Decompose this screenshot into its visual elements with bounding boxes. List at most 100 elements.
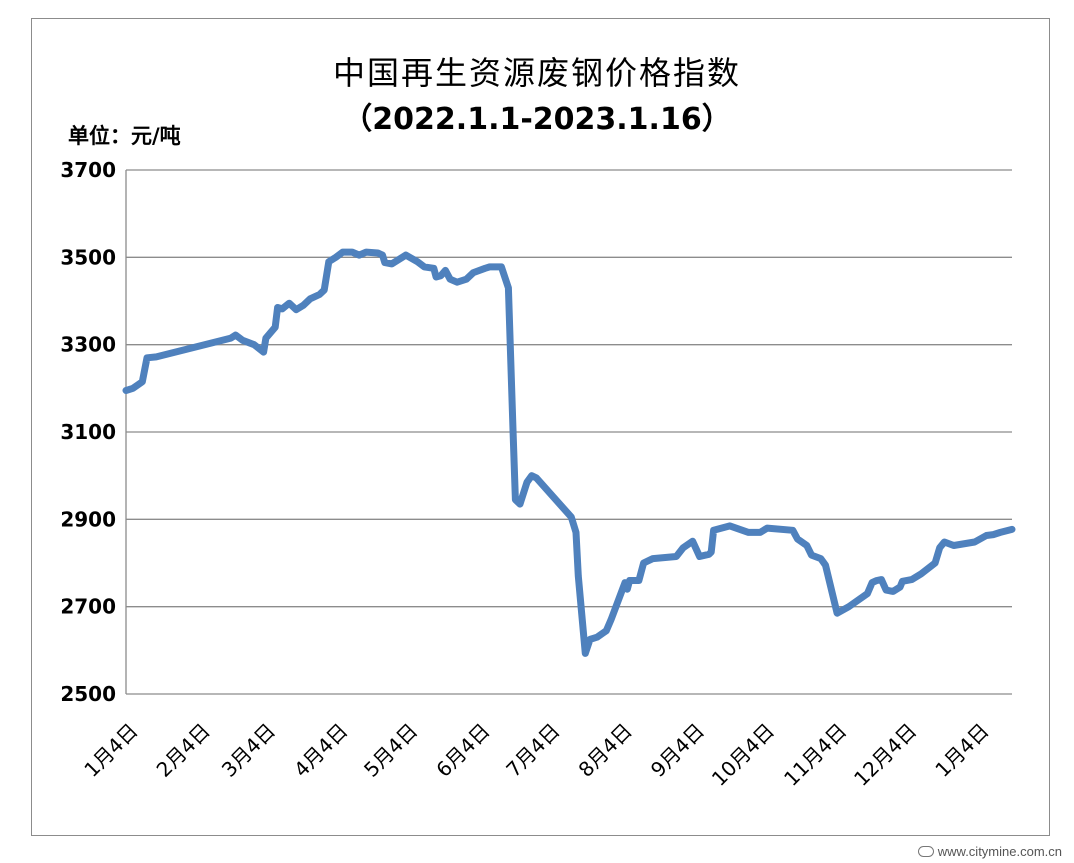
x-tick-label: 12月4日 xyxy=(849,719,921,791)
data-point xyxy=(675,556,677,557)
y-tick-label: 3500 xyxy=(60,245,116,269)
data-point xyxy=(484,267,486,269)
data-point xyxy=(391,263,393,265)
data-point xyxy=(638,580,640,581)
data-point xyxy=(351,251,353,253)
data-point xyxy=(806,545,808,546)
data-point xyxy=(866,593,868,595)
data-point xyxy=(435,276,437,278)
data-point xyxy=(577,575,579,577)
data-point xyxy=(440,275,442,277)
x-tick-label: 8月4日 xyxy=(574,719,637,782)
data-point xyxy=(444,269,446,271)
data-point xyxy=(880,579,882,581)
data-point xyxy=(365,251,367,253)
data-point xyxy=(570,516,572,518)
data-point xyxy=(489,266,491,268)
data-point xyxy=(748,531,749,533)
y-tick-label: 3700 xyxy=(60,158,116,182)
watermark-text: www.citymine.com.cn xyxy=(937,844,1062,859)
data-point xyxy=(605,630,607,632)
data-point xyxy=(901,580,903,582)
x-tick-label: 9月4日 xyxy=(646,719,709,782)
data-point xyxy=(825,564,826,566)
data-point xyxy=(729,525,731,527)
data-point xyxy=(943,541,945,543)
data-point xyxy=(416,261,418,263)
data-point xyxy=(848,606,850,608)
data-point xyxy=(682,547,684,549)
data-point xyxy=(797,538,798,540)
data-point xyxy=(274,326,276,328)
data-point xyxy=(759,531,761,533)
data-point xyxy=(377,252,379,254)
data-point xyxy=(265,337,267,339)
data-point xyxy=(575,531,577,533)
data-point xyxy=(934,562,936,564)
data-point xyxy=(792,529,794,531)
data-point xyxy=(885,589,887,591)
data-point xyxy=(535,477,537,479)
data-point xyxy=(1011,528,1013,530)
data-point xyxy=(992,534,994,536)
data-point xyxy=(710,551,712,553)
data-point xyxy=(596,636,598,638)
data-point xyxy=(766,527,768,529)
data-point xyxy=(456,281,458,283)
data-point xyxy=(132,387,134,389)
x-tick-label: 11月4日 xyxy=(779,719,851,791)
data-point xyxy=(472,272,474,274)
data-point xyxy=(146,357,148,359)
data-point xyxy=(692,540,694,542)
data-point xyxy=(449,278,451,280)
data-point xyxy=(405,254,407,256)
data-point xyxy=(277,307,279,308)
data-point xyxy=(302,304,304,306)
y-tick-label: 3100 xyxy=(60,420,116,444)
data-point xyxy=(465,278,467,280)
data-point xyxy=(629,580,631,581)
data-point xyxy=(519,503,521,505)
data-point xyxy=(155,356,157,358)
data-point xyxy=(899,586,901,588)
data-point xyxy=(295,309,297,311)
data-point xyxy=(384,262,386,264)
x-tick-label: 10月4日 xyxy=(707,719,779,791)
x-tick-label: 2月4日 xyxy=(152,719,215,782)
data-point xyxy=(985,535,987,536)
data-point xyxy=(235,334,237,336)
data-point xyxy=(624,582,626,584)
data-point xyxy=(141,381,143,383)
data-point xyxy=(526,481,528,483)
data-point xyxy=(871,582,873,584)
data-point xyxy=(230,337,232,339)
y-tick-label: 3300 xyxy=(60,333,116,357)
data-point xyxy=(512,429,514,431)
data-point xyxy=(382,254,383,256)
data-point xyxy=(328,261,330,263)
data-point xyxy=(242,339,244,341)
data-point xyxy=(974,541,976,543)
data-point xyxy=(911,579,913,581)
y-tick-label: 2900 xyxy=(60,507,116,531)
data-point xyxy=(876,580,878,581)
data-point xyxy=(652,558,654,560)
data-point xyxy=(920,573,922,575)
y-axis-unit-label: 单位：元/吨 xyxy=(68,124,181,148)
y-tick-label: 2700 xyxy=(60,595,116,619)
x-tick-label: 1月4日 xyxy=(930,719,993,782)
series-line xyxy=(122,248,1016,657)
data-point xyxy=(323,289,325,291)
x-tick-label: 5月4日 xyxy=(359,719,422,782)
chart-title: 中国再生资源废钢价格指数 xyxy=(332,54,741,92)
data-point xyxy=(263,351,265,353)
data-point xyxy=(423,266,425,268)
data-point xyxy=(531,475,533,477)
data-point xyxy=(953,545,955,546)
data-point xyxy=(125,390,127,391)
chart-frame xyxy=(31,18,1050,836)
data-point xyxy=(433,267,435,269)
data-point xyxy=(610,619,612,621)
citymine-logo-icon xyxy=(917,846,934,857)
